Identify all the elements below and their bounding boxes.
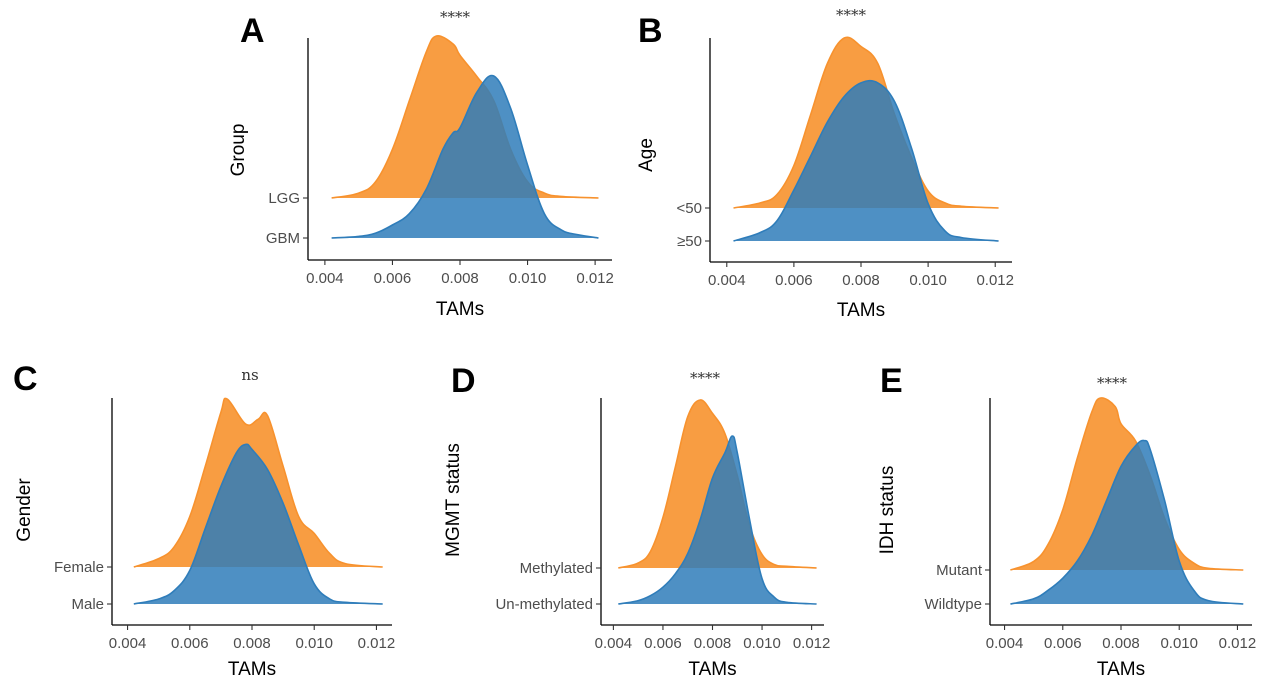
panel-e: 0.004 0.006 0.008 0.010 0.012 Mutant Wildtype T…	[877, 362, 1256, 680]
x-tick-label: 0.012	[976, 272, 1014, 289]
x-axis-title: TAMs	[688, 659, 736, 680]
density-lower-line	[1010, 439, 1244, 605]
y-tick-label: Female	[54, 559, 104, 576]
x-tick-label: 0.008	[842, 272, 880, 289]
y-tick-label: Male	[71, 596, 104, 613]
x-axis-title: TAMs	[228, 659, 276, 680]
density-upper-line	[618, 399, 817, 569]
panel-a: 0.004 0.006 0.008 0.010 0.012 LGG GBM TAMs Group…	[228, 8, 614, 320]
panel-letter: B	[638, 12, 663, 50]
x-tick-label: 0.004	[109, 635, 147, 652]
y-tick-label: LGG	[268, 190, 300, 207]
y-tick-label: Mutant	[936, 562, 983, 579]
x-tick-label: 0.012	[1219, 635, 1257, 652]
x-tick-label: 0.004	[986, 635, 1024, 652]
x-axis-title: TAMs	[436, 299, 484, 320]
x-tick-label: 0.006	[374, 270, 412, 287]
panel-letter: A	[240, 12, 265, 50]
y-axis-title: Age	[636, 138, 657, 172]
density-upper-line	[133, 397, 383, 568]
x-tick-label: 0.006	[644, 635, 682, 652]
x-tick-label: 0.004	[708, 272, 746, 289]
density-upper-line	[1010, 397, 1244, 571]
y-axis-title: IDH status	[877, 466, 898, 555]
x-tick-label: 0.006	[775, 272, 813, 289]
panel-c: 0.004 0.006 0.008 0.010 0.012 Female Male TAMs G…	[13, 360, 395, 680]
y-tick-label: ≥50	[677, 233, 702, 250]
significance-label: ns	[241, 366, 258, 384]
x-tick-label: 0.006	[171, 635, 209, 652]
x-axis-title: TAMs	[1097, 659, 1145, 680]
y-axis-title: MGMT status	[443, 443, 464, 557]
y-axis-title: Group	[228, 124, 249, 177]
x-tick-label: 0.004	[306, 270, 344, 287]
y-tick-label: Wildtype	[924, 596, 982, 613]
panel-d: 0.004 0.006 0.008 0.010 0.012 Methylated Un-me…	[443, 362, 830, 680]
density-upper-line	[733, 36, 999, 209]
x-tick-label: 0.012	[793, 635, 831, 652]
density-lower-line	[618, 435, 817, 605]
x-tick-label: 0.008	[441, 270, 479, 287]
significance-label: ****	[440, 8, 471, 26]
y-axis-title: Gender	[14, 478, 35, 542]
significance-label: ****	[836, 6, 867, 24]
x-tick-label: 0.012	[576, 270, 614, 287]
density-lower-fill	[133, 444, 383, 604]
panel-letter: E	[880, 362, 903, 400]
density-lower-fill	[618, 436, 817, 604]
y-tick-label: Un-methylated	[495, 596, 593, 613]
x-tick-label: 0.010	[295, 635, 333, 652]
density-lower-line	[133, 443, 383, 605]
density-lower-fill	[1010, 440, 1244, 604]
x-tick-label: 0.008	[233, 635, 271, 652]
x-tick-label: 0.010	[909, 272, 947, 289]
y-tick-label: <50	[677, 200, 702, 217]
y-tick-label: Methylated	[520, 560, 593, 577]
x-tick-label: 0.010	[1160, 635, 1198, 652]
x-tick-label: 0.012	[358, 635, 396, 652]
density-lower-fill	[331, 75, 599, 238]
density-lower-line	[331, 74, 599, 239]
density-lower-fill	[733, 80, 999, 241]
x-tick-label: 0.010	[509, 270, 547, 287]
x-axis-title: TAMs	[837, 300, 885, 321]
x-tick-label: 0.008	[694, 635, 732, 652]
density-lower-line	[733, 79, 999, 242]
significance-label: ****	[1097, 374, 1128, 392]
y-tick-label: GBM	[266, 230, 300, 247]
x-tick-label: 0.004	[595, 635, 633, 652]
significance-label: ****	[690, 369, 721, 387]
x-tick-label: 0.006	[1044, 635, 1082, 652]
x-tick-label: 0.010	[743, 635, 781, 652]
panel-letter: C	[13, 360, 38, 398]
panel-b: 0.004 0.006 0.008 0.010 0.012 <50 ≥50 TAMs Age B *…	[636, 6, 1014, 321]
x-tick-label: 0.008	[1102, 635, 1140, 652]
panel-letter: D	[451, 362, 476, 400]
